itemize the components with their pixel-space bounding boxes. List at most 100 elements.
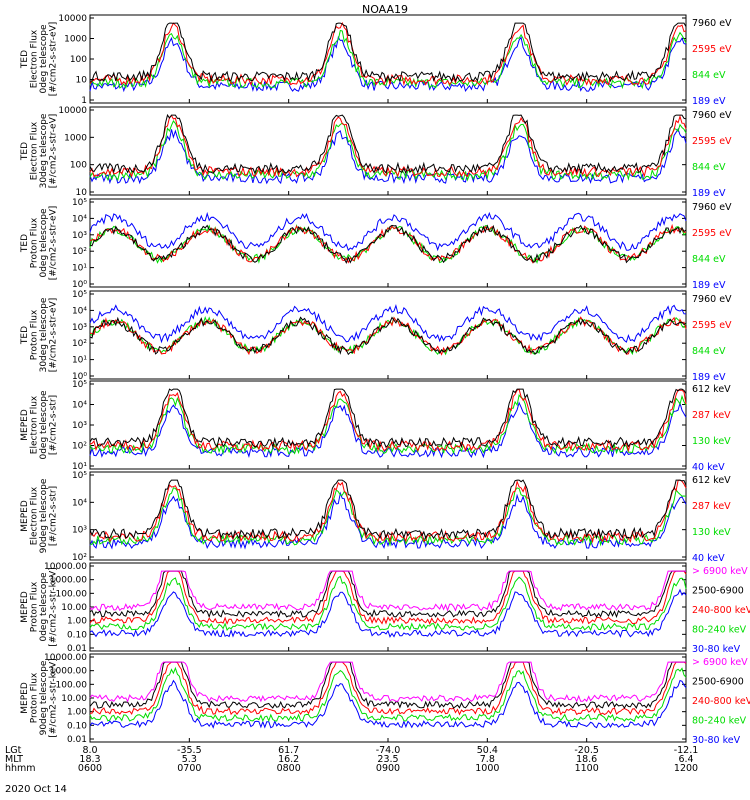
y-label-line: 90deg telescope (39, 660, 49, 735)
series-trace (89, 588, 687, 638)
panel-frame (89, 562, 687, 652)
series-trace (89, 223, 686, 264)
y-axis-label: TEDProton Flux30deg telescope[#/cm2-s-st… (20, 297, 59, 372)
y-label-line: TED (20, 234, 30, 253)
legend-entry: 80-240 keV (692, 716, 747, 727)
series-trace (89, 479, 687, 540)
legend-entry: 844 eV (692, 254, 726, 265)
y-label-line: 30deg telescope (39, 297, 49, 372)
y-tick-label: 0.10 (67, 630, 87, 640)
y-tick-label: 10¹ (72, 356, 87, 366)
legend-entry: 30-80 keV (692, 644, 741, 655)
legend-entry: 2595 eV (692, 136, 732, 147)
y-tick-label: 10⁴ (72, 498, 87, 508)
y-label-line: 0deg telescope (39, 24, 49, 94)
y-axis-label: MEPEDProton Flux90deg telescope[#/cm2-s-… (20, 658, 59, 737)
y-label-line: [#/cm2-s-str] (49, 395, 59, 455)
y-tick-label: 1.00 (67, 708, 87, 718)
y-label-line: Proton Flux (30, 581, 40, 632)
y-tick-label: 10¹ (72, 462, 87, 472)
series-trace (89, 22, 687, 83)
x-tick-label: 18.6 (576, 754, 597, 765)
x-tick-label: 7.8 (480, 754, 495, 765)
x-tick-label: -20.5 (574, 745, 599, 756)
legend-entry: 189 eV (692, 96, 726, 107)
y-tick-label: 10 (76, 76, 88, 86)
x-tick-label: 0800 (277, 763, 301, 774)
y-tick-label: 10³ (72, 421, 87, 431)
y-label-line: 30deg telescope (39, 113, 49, 188)
x-tick-label: 8.0 (82, 745, 97, 756)
x-tick-label: 18.3 (79, 754, 100, 765)
y-label-line: 0deg telescope (39, 390, 49, 460)
legend-entry: 2500-6900 (692, 586, 744, 597)
y-axis-label: MEPEDElectron Flux90deg telescope[#/cm2-… (20, 478, 59, 553)
y-label-line: MEPED (20, 409, 30, 441)
panel-3: 10⁵ 10⁴ 10³ 10² 10¹ 10⁰ TEDProton Flux0deg tel… (20, 198, 732, 291)
date-label: 2020 Oct 14 (5, 784, 67, 795)
series-trace (89, 570, 686, 619)
x-tick-label: 0900 (376, 763, 400, 774)
panel-8: 10000.00 1000.00 100.00 10.00 1.00 0.10 0.01 ME… (20, 653, 750, 746)
legend-entry: 130 keV (692, 436, 731, 447)
y-axis-label: MEPEDElectron Flux0deg telescope[#/cm2-s… (20, 390, 59, 460)
x-tick-label: -74.0 (376, 745, 401, 756)
panel-frame (89, 290, 687, 380)
legend-entry: 287 keV (692, 410, 731, 421)
series-trace (89, 388, 687, 449)
y-tick-label: 1 (81, 96, 87, 106)
y-tick-label: 10.00 (61, 603, 87, 613)
series-trace (89, 316, 687, 356)
y-tick-label: 10⁵ (72, 380, 87, 390)
x-tick-label: 50.4 (477, 745, 498, 756)
y-tick-label: 10⁵ (72, 198, 87, 208)
y-tick-label: 10⁵ (72, 290, 87, 300)
legend-entry: 7960 eV (692, 18, 732, 29)
legend-entry: 287 keV (692, 501, 731, 512)
panel-6: 10⁵ 10⁴ 10³ 10² MEPEDElectron Flux90deg tele… (20, 471, 731, 564)
chart-title: NOAA19 (362, 3, 408, 16)
panel-frame (89, 198, 687, 288)
x-tick-label: 6.4 (678, 754, 693, 765)
y-tick-label: 0.01 (67, 644, 87, 654)
y-label-line: Electron Flux (30, 29, 40, 88)
panel-7: 10000.00 1000.00 100.00 10.00 1.00 0.10 0.01 ME… (20, 562, 750, 655)
x-tick-label: 5.3 (182, 754, 197, 765)
series-trace (89, 679, 687, 729)
y-label-line: Electron Flux (30, 395, 40, 454)
y-tick-label: 1000 (64, 35, 87, 45)
y-tick-label: 10⁴ (72, 214, 87, 224)
panel-frame (89, 106, 687, 196)
x-tick-label: 0600 (78, 763, 102, 774)
legend-entry: 612 keV (692, 475, 731, 486)
legend-entry: 7960 eV (692, 202, 732, 213)
x-tick-label: 0700 (177, 763, 201, 774)
x-row-label: MLT (5, 754, 23, 765)
legend-entry: 612 keV (692, 384, 731, 395)
y-axis-label: TEDElectron Flux0deg telescope[#/cm2-s-s… (20, 22, 59, 97)
series-trace (89, 35, 687, 93)
panel-frame (89, 380, 687, 470)
legend-entry: 80-240 keV (692, 625, 747, 636)
y-label-line: [#/cm2-s-str-eV] (49, 114, 59, 189)
series-trace (89, 570, 687, 625)
y-tick-label: 10.00 (61, 694, 87, 704)
y-tick-label: 10² (72, 442, 87, 452)
series-trace (89, 316, 687, 356)
legend-entry: 240-800 keV (692, 605, 750, 616)
y-tick-label: 1000.00 (50, 667, 87, 677)
legend-entry: 2595 eV (692, 320, 732, 331)
y-label-line: 0deg telescope (39, 572, 49, 642)
legend-entry: 7960 eV (692, 294, 732, 305)
legend-entry: 844 eV (692, 162, 726, 173)
y-label-line: TED (20, 142, 30, 161)
series-trace (89, 304, 687, 344)
y-tick-label: 10⁰ (72, 280, 87, 290)
y-label-line: [#/cm2-s-str-eV] (49, 298, 59, 373)
legend-entry: 189 eV (692, 280, 726, 291)
y-label-line: 0deg telescope (39, 208, 49, 278)
y-tick-label: 10³ (72, 323, 87, 333)
y-label-line: [#/cm2-s-str-eV] (49, 206, 59, 281)
y-label-line: MEPED (20, 682, 30, 714)
